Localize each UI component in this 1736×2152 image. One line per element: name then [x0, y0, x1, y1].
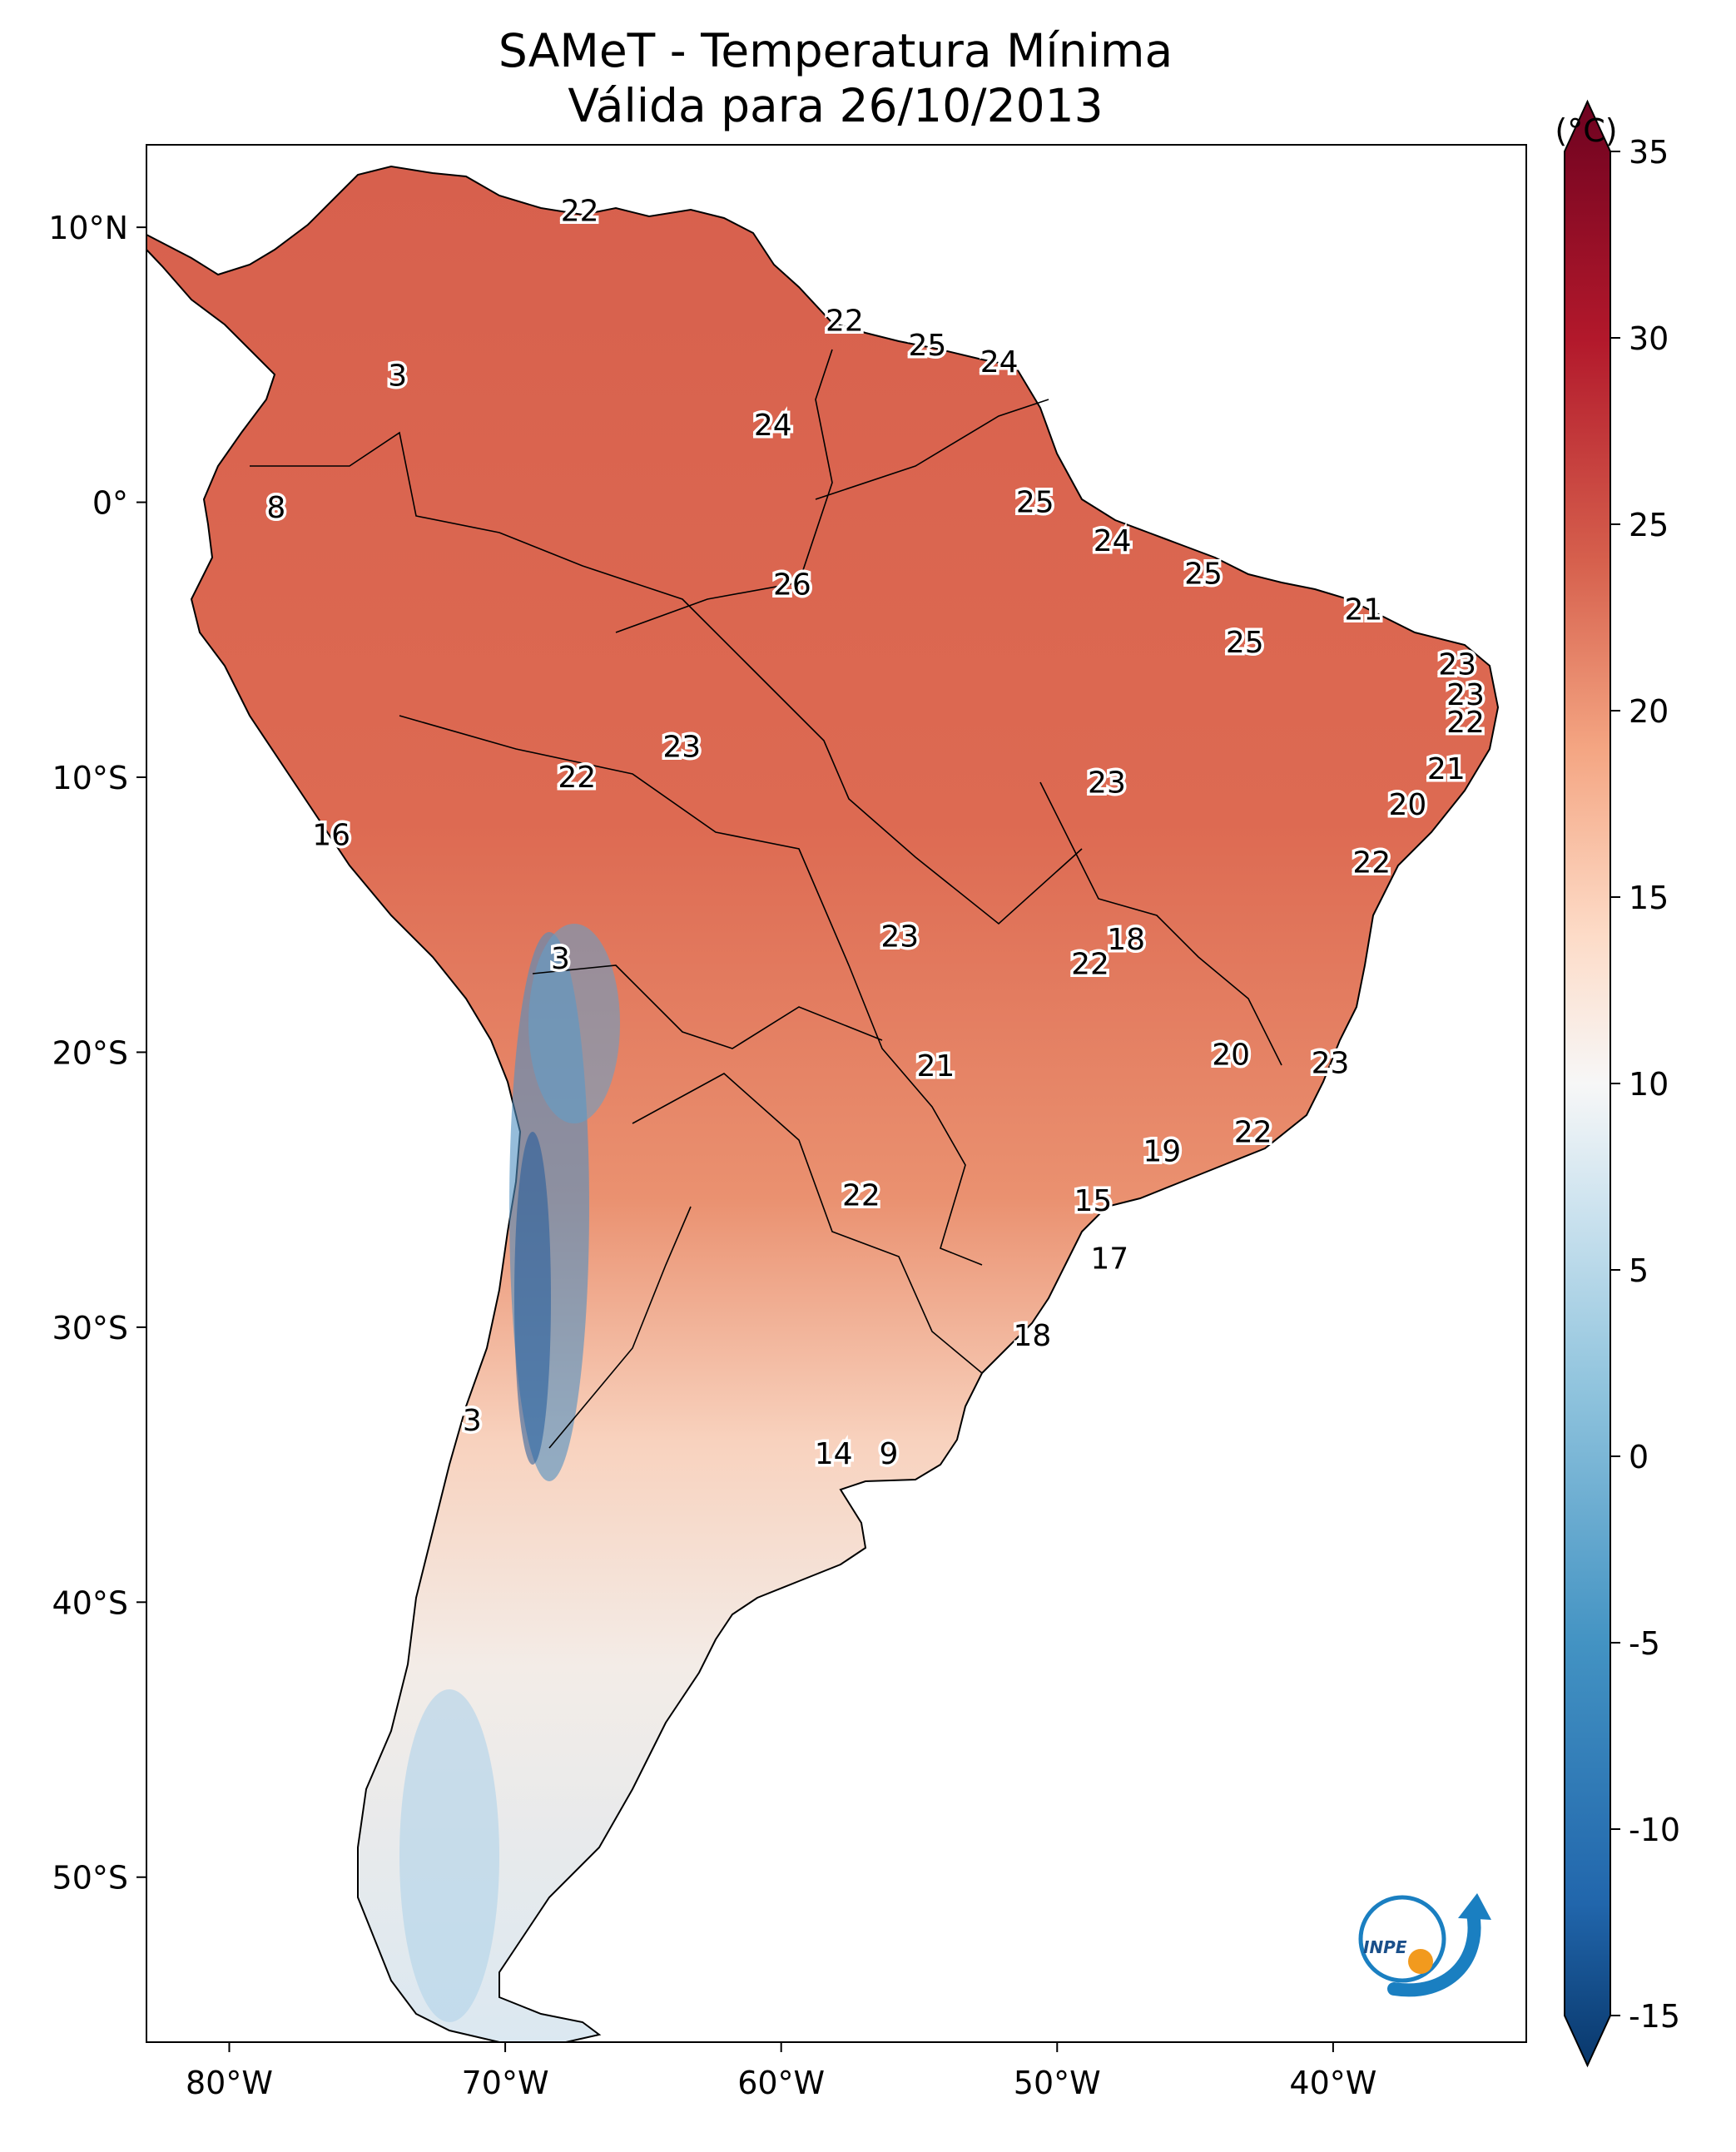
colorbar-unit: (°C) [1555, 112, 1617, 149]
temperature-label: 22 [1234, 1115, 1272, 1149]
temperature-label: 20 [1212, 1039, 1250, 1073]
country-borders [250, 349, 1282, 1449]
logo-arrow-arc [1387, 1907, 1481, 1997]
temperature-label: 3 [551, 942, 570, 976]
temperature-label: 22 [561, 194, 599, 228]
lon-tick-label: 80°W [186, 2065, 273, 2101]
temperature-label: 15 [1074, 1184, 1112, 1218]
title-line-1: SAMeT - Temperatura Mínima [498, 24, 1173, 77]
temperature-label: 18 [1107, 923, 1145, 957]
patagonia-cold [399, 1689, 499, 2022]
temperature-label: 25 [1184, 557, 1223, 591]
lat-tick-label: 0° [92, 485, 128, 522]
temperature-label: 23 [1312, 1047, 1350, 1081]
temperature-label: 21 [916, 1049, 955, 1083]
colorbar-tick-label: 15 [1629, 880, 1669, 916]
inpe-logo: INPE [1358, 1893, 1491, 1997]
lat-tick-label: 30°S [52, 1310, 128, 1346]
colorbar-tick-label: 5 [1629, 1252, 1649, 1289]
temperature-label: 23 [662, 731, 701, 765]
colorbar-bar [1564, 99, 1611, 2068]
latitude-ticks: 10°N 0° 10°S 20°S 30°S 40°S 50°S [48, 210, 146, 1897]
temperature-label: 22 [826, 304, 864, 338]
andes-cold-core [514, 1132, 551, 1465]
colorbar-ticks: 35 30 25 20 15 10 5 0 -5 -10 -15 [1610, 134, 1680, 2035]
temperature-label: 22 [1071, 948, 1109, 982]
colorbar-tick-label: 20 [1629, 693, 1669, 730]
temperature-label: 24 [754, 409, 792, 443]
colorbar-tick-label: -5 [1629, 1625, 1660, 1662]
temperature-label: 25 [1016, 486, 1054, 520]
temperature-label: 3 [388, 359, 407, 394]
south-america-landmass [146, 165, 1500, 2042]
logo-text: INPE [1363, 1937, 1407, 1957]
temperature-label: 21 [1427, 752, 1466, 786]
colorbar-tick-label: -10 [1629, 1812, 1680, 1848]
lat-tick-label: 10°N [48, 210, 128, 246]
map-frame [146, 144, 1527, 2043]
temperature-label: 17 [1090, 1242, 1128, 1276]
temperature-label: 22 [842, 1178, 880, 1212]
colorbar-tick-label: 0 [1629, 1439, 1649, 1475]
longitude-ticks: 80°W 70°W 60°W 50°W 40°W [186, 2042, 1376, 2101]
lat-tick-label: 10°S [52, 760, 128, 796]
lat-tick-label: 20°S [52, 1034, 128, 1071]
bolivia-altiplano-cold [528, 924, 620, 1123]
temperature-label: 25 [1226, 626, 1264, 660]
colorbar-tick-label: 35 [1629, 134, 1669, 171]
colorbar-tick-label: 25 [1629, 507, 1669, 543]
temperature-label: 23 [880, 920, 919, 955]
temperature-label: 25 [909, 329, 947, 363]
temperature-label: 22 [558, 761, 596, 795]
temperature-label: 8 [266, 491, 285, 525]
colorbar: 35 30 25 20 15 10 5 0 -5 -10 -15 (°C) [1555, 99, 1680, 2068]
temperature-label: 24 [1094, 524, 1132, 558]
map-area [146, 145, 1526, 2042]
logo-orange-dot [1408, 1949, 1433, 1974]
lon-tick-label: 60°W [737, 2065, 825, 2101]
colorbar-tick-label: 10 [1629, 1066, 1669, 1103]
title-line-2: Válida para 26/10/2013 [568, 79, 1104, 132]
temperature-label: 23 [1088, 766, 1126, 801]
map-title: SAMeT - Temperatura Mínima Válida para 2… [0, 23, 1671, 133]
temperature-label: 20 [1389, 788, 1427, 822]
temperature-label: 18 [1014, 1319, 1052, 1353]
temperature-label: 9 [880, 1437, 899, 1471]
lat-tick-label: 50°S [52, 1860, 128, 1897]
temperature-label: 16 [312, 818, 350, 852]
colorbar-tick-label: 30 [1629, 320, 1669, 357]
temperature-label: 23 [1438, 648, 1476, 682]
temperature-label: 21 [1344, 593, 1382, 627]
lon-tick-label: 50°W [1014, 2065, 1101, 2101]
temperature-label: 23 [1446, 678, 1485, 712]
temperature-label: 22 [1352, 845, 1391, 880]
temperature-label: 24 [980, 345, 1019, 379]
temperature-label: 26 [773, 568, 811, 602]
temperature-label: 19 [1143, 1134, 1181, 1168]
lon-tick-label: 70°W [462, 2065, 549, 2101]
logo-ring [1358, 1895, 1446, 1983]
temperature-label: 14 [815, 1437, 853, 1471]
temperature-label: 22 [1446, 706, 1485, 740]
lon-tick-label: 40°W [1289, 2065, 1376, 2101]
lat-tick-label: 40°S [52, 1584, 128, 1621]
logo-arrow-head [1458, 1893, 1491, 1920]
colorbar-tick-label: -15 [1629, 1998, 1680, 2035]
temperature-label: 3 [463, 1404, 482, 1438]
